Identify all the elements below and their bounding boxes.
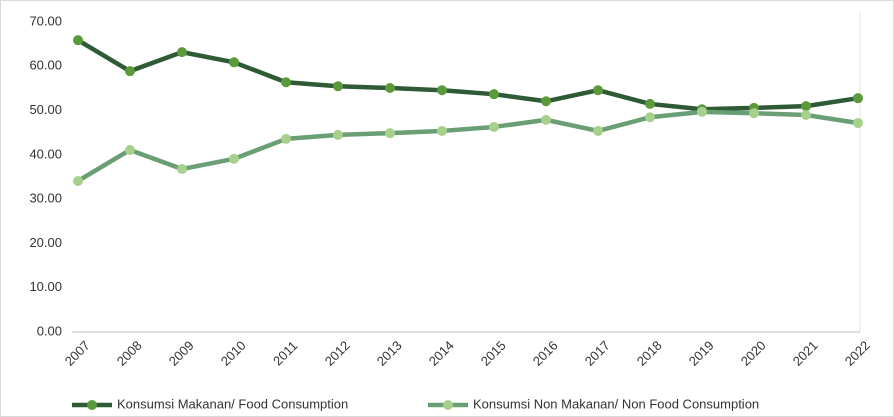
data-point: [281, 133, 291, 144]
series-line: [76, 109, 859, 183]
data-point: [229, 57, 239, 68]
data-point: [73, 35, 83, 46]
legend-label: Konsumsi Non Makanan/ Non Food Consumpti…: [473, 396, 759, 411]
data-point: [853, 93, 863, 104]
y-tick-label: 20.00: [29, 235, 62, 250]
legend-marker: [87, 400, 97, 410]
data-point: [593, 125, 603, 136]
data-point: [645, 98, 655, 109]
y-tick-label: 10.00: [29, 279, 62, 294]
series-line: [76, 38, 859, 112]
data-point: [749, 108, 759, 119]
data-point: [281, 77, 291, 88]
y-tick-label: 50.00: [29, 102, 62, 117]
data-point: [177, 47, 187, 58]
data-point: [645, 112, 655, 123]
data-point: [125, 66, 135, 77]
data-point: [541, 114, 551, 125]
data-point: [437, 125, 447, 136]
data-point: [229, 153, 239, 164]
data-point: [333, 129, 343, 140]
data-point: [541, 96, 551, 107]
y-tick-label: 0.00: [37, 323, 62, 338]
y-tick-label: 30.00: [29, 191, 62, 206]
data-point: [697, 106, 707, 117]
data-point: [125, 144, 135, 155]
legend-label: Konsumsi Makanan/ Food Consumption: [117, 396, 348, 411]
data-point: [489, 89, 499, 100]
data-point: [801, 110, 811, 120]
data-point: [593, 85, 603, 96]
data-point: [489, 121, 499, 132]
data-point: [385, 128, 395, 139]
data-point: [853, 117, 863, 128]
data-point: [385, 82, 395, 93]
data-point: [177, 164, 187, 175]
data-point: [73, 175, 83, 186]
y-tick-label: 60.00: [29, 58, 62, 73]
legend-marker: [443, 400, 453, 410]
y-tick-label: 70.00: [29, 13, 62, 28]
y-tick-label: 40.00: [29, 146, 62, 161]
data-point: [333, 81, 343, 92]
data-point: [801, 101, 811, 112]
data-point: [437, 85, 447, 96]
